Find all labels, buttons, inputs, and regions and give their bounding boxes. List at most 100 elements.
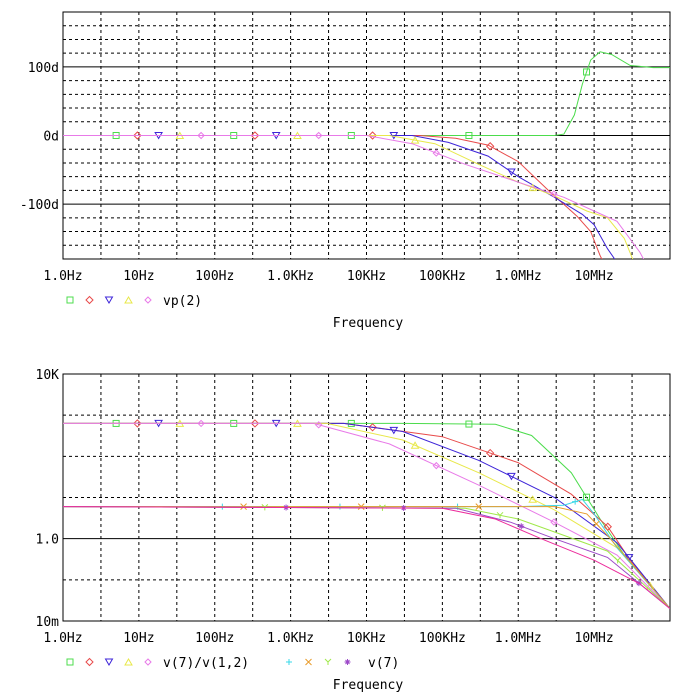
series-line-7 xyxy=(63,506,670,609)
magnitude-legend-label-2: v(7) xyxy=(368,656,399,671)
legend-marker-2 xyxy=(85,657,94,667)
series-marker-2 xyxy=(485,448,495,458)
x-tick-label: 100Hz xyxy=(195,631,234,646)
series-marker-2 xyxy=(368,423,377,432)
series-marker-5 xyxy=(550,518,558,526)
legend-marker-1 xyxy=(66,658,74,666)
legend-marker-5 xyxy=(144,658,152,666)
x-tick-label: 10Hz xyxy=(123,269,154,284)
series-group xyxy=(63,51,670,259)
series-marker-5 xyxy=(197,131,205,140)
series-marker-4 xyxy=(410,136,420,144)
series-group xyxy=(63,419,670,609)
series-marker-9 xyxy=(518,523,525,530)
legend-marker-4 xyxy=(124,296,133,304)
series-marker-1 xyxy=(465,420,473,428)
x-tick-label: 10KHz xyxy=(347,631,386,646)
legend-marker-5 xyxy=(144,296,152,304)
magnitude-legend-label-1: v(7)/v(1,2) xyxy=(163,656,249,671)
legend-marker-2 xyxy=(85,295,94,305)
series-line-3 xyxy=(63,422,670,609)
magnitude-plot-y-ticks: 10K 1.0 10m xyxy=(36,368,60,630)
series-line-1 xyxy=(63,51,670,136)
phase-legend-label: vp(2) xyxy=(163,294,202,309)
series-marker-5 xyxy=(197,419,205,428)
series-marker-6 xyxy=(572,498,579,505)
series-marker-1 xyxy=(583,493,591,501)
phase-plot-y-ticks: 100d 0d -100d xyxy=(20,61,59,213)
x-tick-label: 1.0MHz xyxy=(495,269,542,284)
legend-marker-8 xyxy=(324,658,332,665)
series-marker-2 xyxy=(250,419,260,428)
series-marker-2 xyxy=(133,131,142,140)
series-marker-3 xyxy=(507,168,516,177)
series-line-3 xyxy=(63,135,616,259)
magnitude-plot-legend: v(7)/v(1,2) v(7) xyxy=(66,656,399,671)
series-marker-1 xyxy=(347,419,355,427)
series-marker-7 xyxy=(240,503,247,510)
series-marker-7 xyxy=(475,503,483,510)
series-marker-1 xyxy=(583,68,591,76)
series-line-5 xyxy=(63,135,645,259)
magnitude-plot: 10K 1.0 10m 1.0Hz 10Hz 100Hz 1.0KHz 10KHz 100KH… xyxy=(36,368,671,693)
series-marker-8 xyxy=(614,557,621,564)
x-tick-label: 1.0KHz xyxy=(267,269,314,284)
x-tick-label: 10Hz xyxy=(123,631,154,646)
phase-plot-legend: vp(2) xyxy=(66,294,202,309)
y-tick-label: 100d xyxy=(28,61,59,76)
x-tick-label: 100KHz xyxy=(419,269,466,284)
legend-marker-1 xyxy=(66,296,74,304)
series-marker-2 xyxy=(250,131,260,140)
phase-plot-series xyxy=(63,51,670,259)
series-marker-7 xyxy=(357,503,365,510)
y-tick-label: 1.0 xyxy=(36,533,59,548)
x-tick-label: 1.0KHz xyxy=(267,631,314,646)
legend-marker-3 xyxy=(104,296,114,304)
series-marker-7 xyxy=(593,520,600,528)
y-tick-label: 10K xyxy=(36,368,60,383)
series-marker-5 xyxy=(550,190,558,198)
legend-marker-4 xyxy=(124,658,133,666)
x-tick-label: 1.0MHz xyxy=(495,631,542,646)
series-marker-3 xyxy=(507,472,516,481)
x-tick-label: 100KHz xyxy=(419,631,466,646)
phase-x-axis-label: Frequency xyxy=(333,316,404,331)
y-tick-label: 0d xyxy=(43,130,59,145)
series-marker-2 xyxy=(368,131,377,140)
legend-marker-9 xyxy=(344,659,351,665)
x-tick-label: 100Hz xyxy=(195,269,234,284)
phase-plot: 100d 0d -100d 1.0Hz 10Hz 100Hz 1.0KHz 10KHz 100… xyxy=(20,11,671,331)
y-tick-label: 10m xyxy=(36,615,60,630)
series-marker-3 xyxy=(389,426,399,435)
x-tick-label: 10MHz xyxy=(575,269,614,284)
series-marker-5 xyxy=(314,421,323,429)
series-marker-4 xyxy=(528,495,538,503)
series-marker-8 xyxy=(496,511,504,519)
series-marker-5 xyxy=(314,131,323,140)
legend-marker-3 xyxy=(104,658,114,666)
legend-marker-7 xyxy=(305,658,312,666)
phase-plot-x-ticks: 1.0Hz 10Hz 100Hz 1.0KHz 10KHz 100KHz 1.0MHz 10M… xyxy=(43,269,613,284)
series-marker-1 xyxy=(465,132,473,139)
series-marker-4 xyxy=(410,441,420,449)
x-tick-label: 1.0Hz xyxy=(43,269,82,284)
series-marker-2 xyxy=(485,142,495,151)
series-marker-3 xyxy=(624,554,634,562)
series-marker-2 xyxy=(133,419,142,428)
y-tick-label: -100d xyxy=(20,198,59,213)
magnitude-plot-x-ticks: 1.0Hz 10Hz 100Hz 1.0KHz 10KHz 100KHz 1.0MHz 10M… xyxy=(43,631,613,646)
series-marker-2 xyxy=(603,522,612,531)
x-tick-label: 10KHz xyxy=(347,269,386,284)
x-tick-label: 1.0Hz xyxy=(43,631,82,646)
x-tick-label: 10MHz xyxy=(575,631,614,646)
legend-marker-6 xyxy=(286,659,292,665)
magnitude-plot-series xyxy=(63,419,670,609)
series-line-10 xyxy=(63,506,670,609)
series-marker-5 xyxy=(432,149,441,157)
magnitude-x-axis-label: Frequency xyxy=(333,678,404,693)
phase-plot-grid xyxy=(63,12,670,259)
series-line-5 xyxy=(63,422,670,609)
series-marker-5 xyxy=(432,461,441,470)
series-line-2 xyxy=(63,135,603,259)
